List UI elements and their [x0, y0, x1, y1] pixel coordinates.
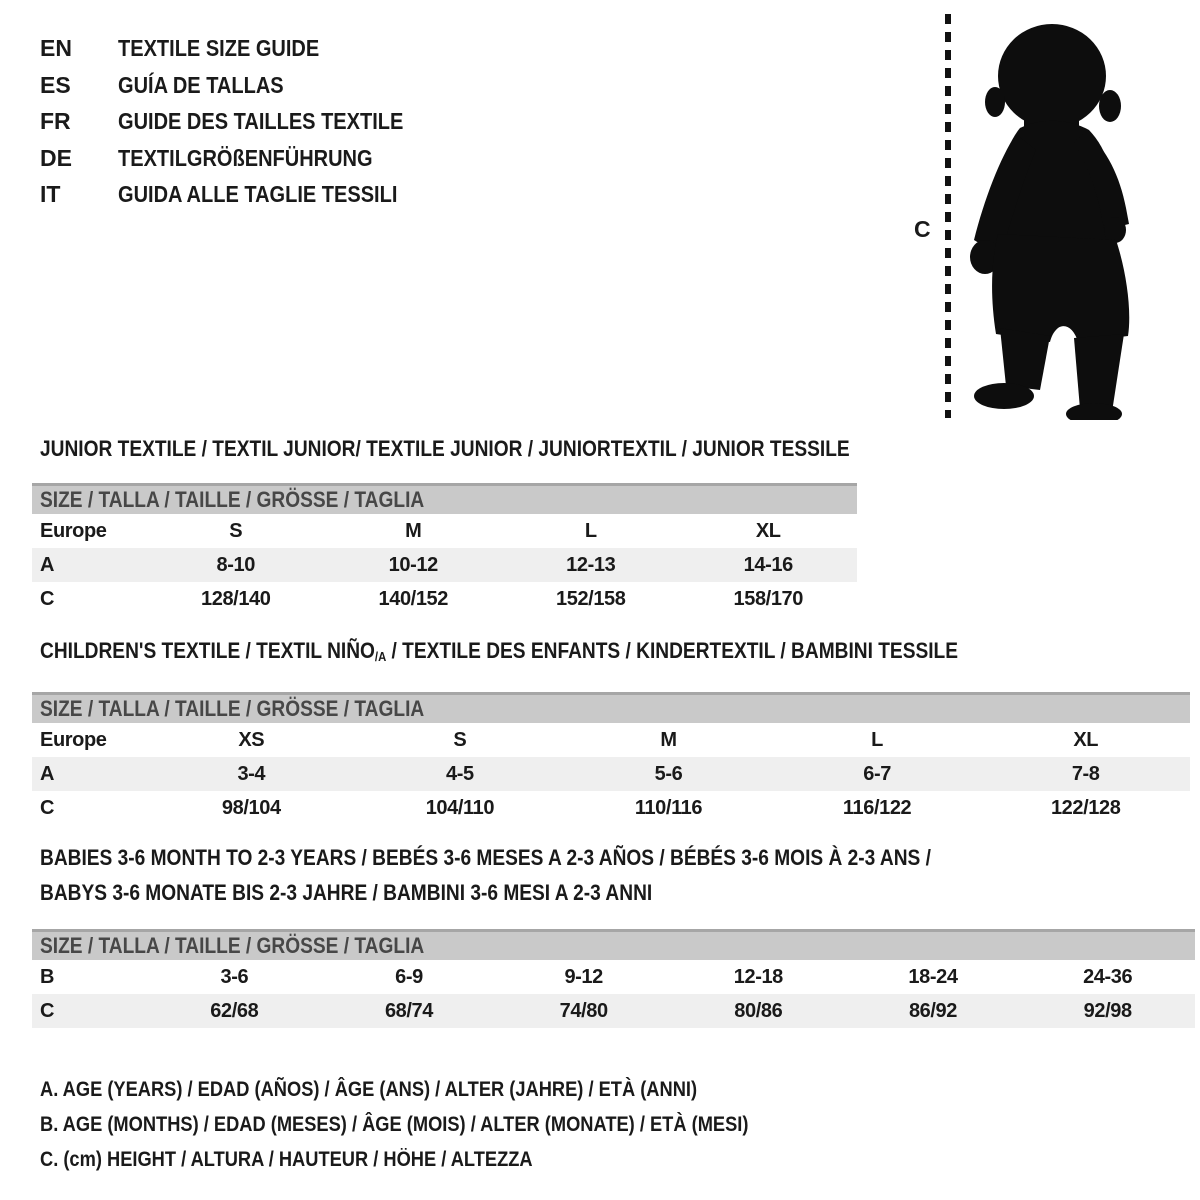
table-cell: 74/80	[559, 1000, 608, 1022]
babies-size-table: SIZE / TALLA / TAILLE / GRÖSSE / TAGLIA …	[32, 929, 1195, 1028]
table-cell: 6-7	[863, 763, 891, 785]
lang-title: TEXTILGRÖßENFÜHRUNG	[118, 144, 373, 171]
table-cell: 9-12	[564, 966, 603, 988]
table-row-months: B 3-6 6-9 9-12 12-18 18-24 24-36	[32, 960, 1195, 994]
table-cell: 12-18	[733, 966, 784, 988]
lang-code: EN	[40, 35, 72, 61]
row-label: C	[40, 797, 55, 819]
legend-line-a: A. AGE (YEARS) / EDAD (AÑOS) / ÂGE (ANS)…	[40, 1078, 698, 1101]
junior-section-title: JUNIOR TEXTILE / TEXTIL JUNIOR/ TEXTILE …	[40, 436, 850, 461]
size-column: M	[405, 520, 422, 542]
lang-title: TEXTILE SIZE GUIDE	[118, 35, 320, 61]
table-cell: 10-12	[388, 554, 439, 576]
table-cell: 80/86	[734, 1000, 783, 1022]
table-cell: 3-4	[237, 763, 266, 785]
table-cell: 3-6	[220, 966, 249, 988]
table-row-columns: Europe S M L XL	[32, 514, 857, 548]
table-row-height: C 128/140 140/152 152/158 158/170	[32, 582, 857, 616]
table-cell: 4-5	[446, 763, 474, 785]
table-cell: 158/170	[733, 588, 804, 610]
size-header-bar: SIZE / TALLA / TAILLE / GRÖSSE / TAGLIA	[32, 692, 1190, 723]
row-label: C	[40, 588, 55, 610]
size-header-bar: SIZE / TALLA / TAILLE / GRÖSSE / TAGLIA	[32, 929, 1195, 960]
lang-title: GUIDA ALLE TAGLIE TESSILI	[118, 181, 398, 208]
language-guide: EN TEXTILE SIZE GUIDE ES GUÍA DE TALLAS …	[40, 30, 446, 213]
size-column: S	[453, 729, 467, 751]
table-cell: 152/158	[556, 588, 626, 610]
size-column: M	[660, 729, 677, 751]
table-row-age: A 8-10 10-12 12-13 14-16	[32, 548, 857, 582]
measurement-legend: A. AGE (YEARS) / EDAD (AÑOS) / ÂGE (ANS)…	[40, 1072, 854, 1177]
lang-title: GUÍA DE TALLAS	[118, 71, 284, 98]
children-section-title: CHILDREN'S TEXTILE / TEXTIL NIÑO/A / TEX…	[40, 638, 959, 664]
table-cell: 12-13	[566, 554, 616, 576]
legend-line-b: B. AGE (MONTHS) / EDAD (MESES) / ÂGE (MO…	[40, 1113, 749, 1136]
legend-line-c: C. (cm) HEIGHT / ALTURA / HAUTEUR / HÖHE…	[40, 1148, 533, 1171]
size-column: L	[584, 520, 597, 542]
table-cell: 7-8	[1071, 763, 1100, 785]
table-cell: 122/128	[1050, 797, 1121, 819]
size-column: XL	[755, 520, 781, 542]
table-cell: 92/98	[1083, 1000, 1132, 1022]
lang-code: DE	[40, 144, 72, 171]
row-label: B	[40, 966, 55, 988]
row-label: A	[40, 554, 55, 576]
table-cell: 62/68	[210, 1000, 259, 1022]
lang-code: ES	[40, 71, 71, 98]
size-header-bar: SIZE / TALLA / TAILLE / GRÖSSE / TAGLIA	[32, 483, 857, 514]
table-row-columns: Europe XS S M L XL	[32, 723, 1190, 757]
lang-code: IT	[40, 181, 61, 208]
table-cell: 86/92	[908, 1000, 958, 1022]
babies-section-title-line2: BABYS 3-6 MONATE BIS 2-3 JAHRE / BAMBINI…	[40, 880, 653, 905]
table-cell: 110/116	[634, 797, 703, 819]
table-cell: 8-10	[216, 554, 256, 576]
table-cell: 6-9	[395, 966, 423, 988]
size-column: XS	[238, 729, 265, 751]
region-label: Europe	[40, 520, 107, 542]
table-row-height: C 98/104 104/110 110/116 116/122 122/128	[32, 791, 1190, 825]
region-label: Europe	[40, 729, 107, 751]
height-measure-line	[944, 14, 952, 423]
table-cell: 18-24	[908, 966, 958, 988]
table-cell: 128/140	[201, 588, 271, 610]
table-cell: 24-36	[1083, 966, 1133, 988]
table-cell: 98/104	[221, 797, 281, 819]
table-cell: 68/74	[384, 1000, 434, 1022]
height-measure-label: C	[914, 216, 931, 242]
children-size-table: SIZE / TALLA / TAILLE / GRÖSSE / TAGLIA …	[32, 692, 1190, 825]
table-cell: 14-16	[743, 554, 794, 576]
babies-section-title-line1: BABIES 3-6 MONTH TO 2-3 YEARS / BEBÉS 3-…	[40, 845, 931, 870]
table-cell: 104/110	[425, 797, 495, 819]
table-row-height: C 62/68 68/74 74/80 80/86 86/92 92/98	[32, 994, 1195, 1028]
table-cell: 5-6	[654, 763, 683, 785]
table-cell: 140/152	[378, 588, 449, 610]
lang-title: GUIDE DES TAILLES TEXTILE	[118, 108, 404, 135]
toddler-silhouette	[962, 22, 1144, 425]
table-row-age: A 3-4 4-5 5-6 6-7 7-8	[32, 757, 1190, 791]
junior-size-table: SIZE / TALLA / TAILLE / GRÖSSE / TAGLIA …	[32, 483, 857, 616]
row-label: A	[40, 763, 55, 785]
size-column: XL	[1073, 729, 1099, 751]
table-cell: 116/122	[842, 797, 912, 819]
nino-a-subscript: /A	[374, 649, 387, 664]
row-label: C	[40, 1000, 55, 1022]
size-column: S	[229, 520, 243, 542]
size-column: L	[871, 729, 883, 751]
lang-code: FR	[40, 108, 71, 135]
